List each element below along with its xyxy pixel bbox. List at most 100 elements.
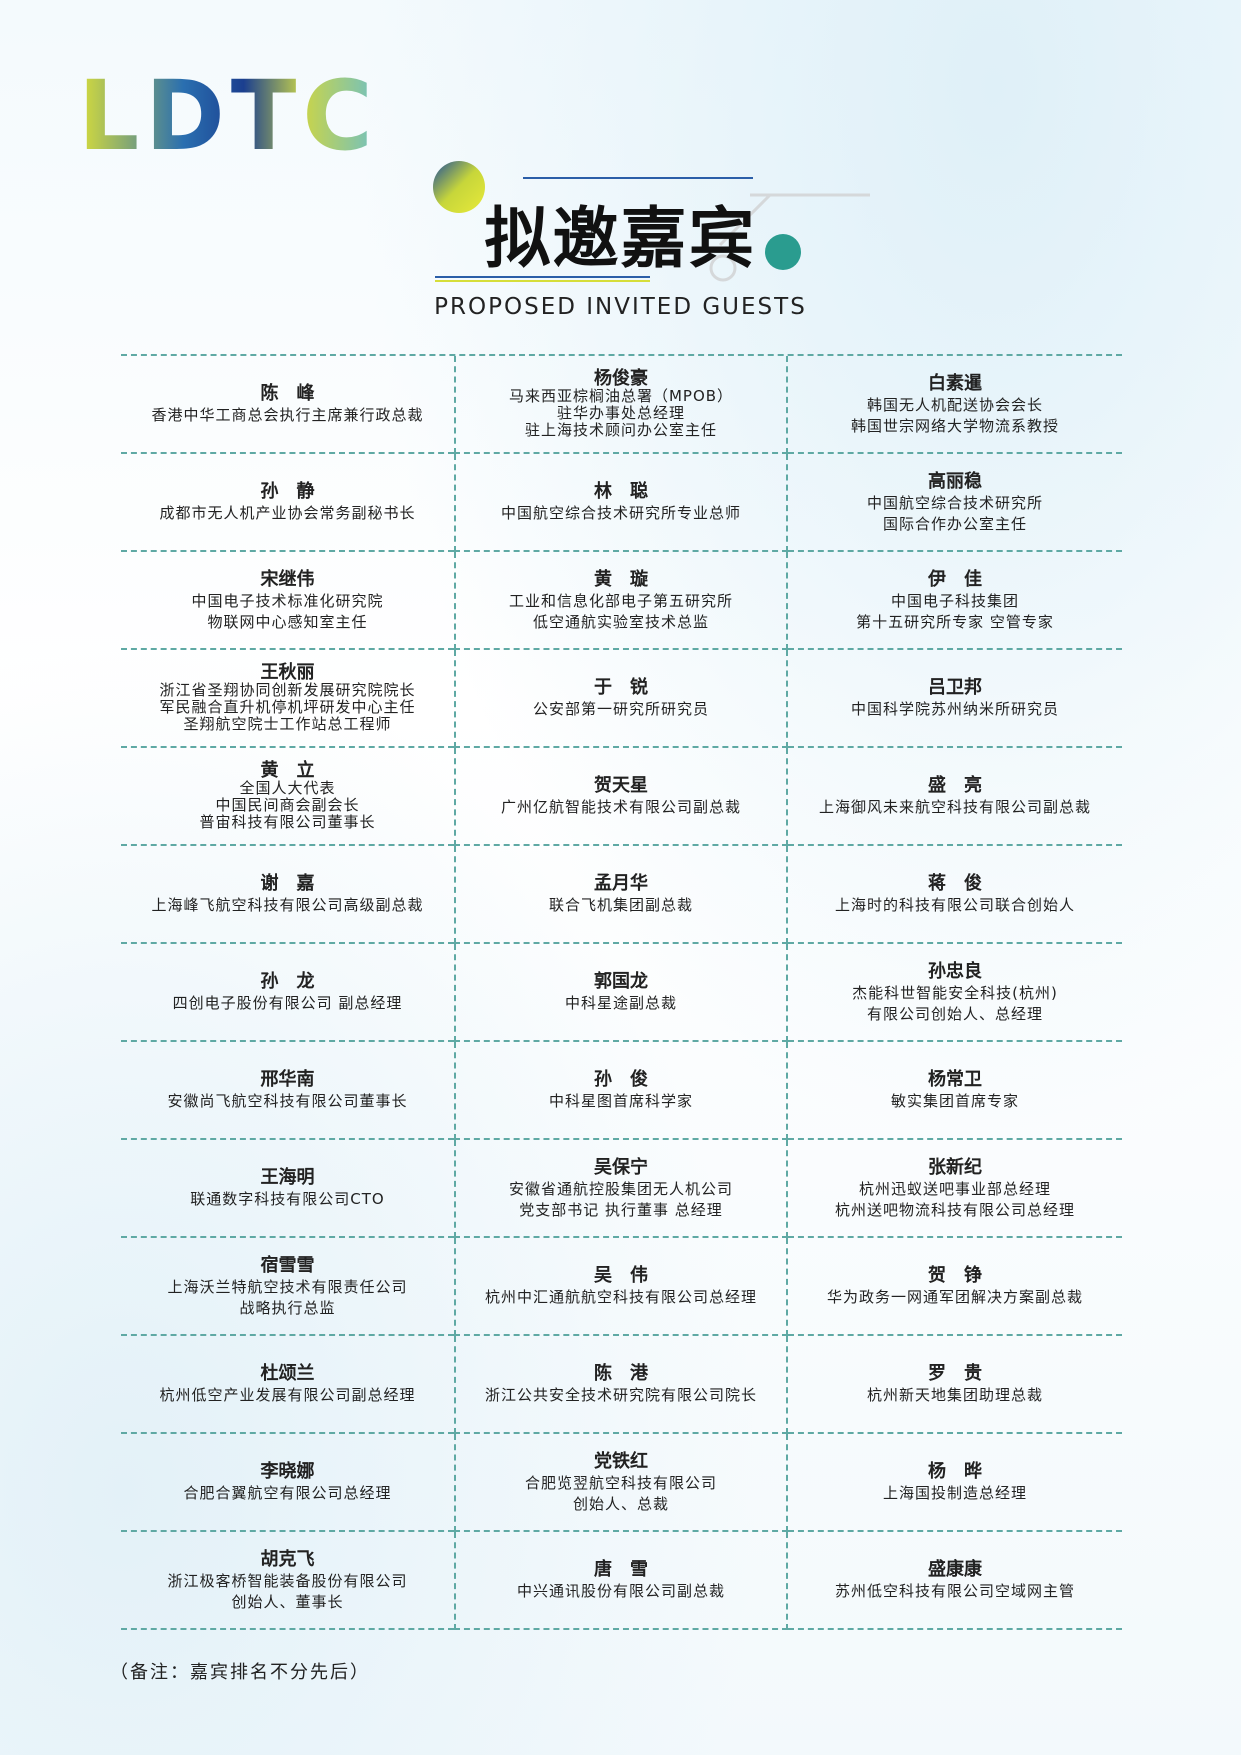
guest-title: 有限公司创始人、总经理: [866, 1004, 1043, 1023]
guest-name: 贺天星: [594, 775, 648, 796]
guest-name: 郭国龙: [594, 971, 648, 992]
guest-title: 战略执行总监: [239, 1298, 336, 1317]
guest-title: 浙江省圣翔协同创新发展研究院院长: [159, 681, 416, 699]
guest-name: 杨俊豪: [594, 368, 648, 389]
guest-title: 安徽省通航控股集团无人机公司: [508, 1179, 733, 1198]
guest-cell: 陈 港浙江公共安全技术研究院有限公司院长: [454, 1336, 788, 1434]
guest-name: 贺 铮: [928, 1265, 982, 1286]
guest-name: 孙 龙: [260, 971, 315, 992]
guest-name: 李晓娜: [260, 1461, 315, 1482]
guest-cell: 吴 伟杭州中汇通航航空科技有限公司总经理: [454, 1238, 788, 1336]
guest-title: 上海沃兰特航空技术有限责任公司: [167, 1277, 408, 1296]
guest-cell: 党铁红 合肥览翌航空科技有限公司 创始人、总裁: [454, 1434, 788, 1532]
guest-name: 孟月华: [594, 873, 648, 894]
guest-cell: 宋继伟 中国电子技术标准化研究院 物联网中心感知室主任: [121, 552, 454, 650]
guest-name: 王海明: [260, 1167, 315, 1188]
guest-table: 陈 峰香港中华工商总会执行主席兼行政总裁 杨俊豪 马来西亚棕榈油总署（MPOB） 驻华…: [121, 354, 1122, 1630]
guest-title: 韩国无人机配送协会会长: [866, 395, 1043, 414]
guest-name: 孙 静: [260, 481, 315, 502]
guest-title: 广州亿航智能技术有限公司副总裁: [500, 798, 741, 816]
guest-name: 盛 亮: [928, 775, 982, 796]
guest-cell: 孙忠良 杰能科世智能安全科技(杭州) 有限公司创始人、总经理: [788, 944, 1122, 1042]
guest-title: 联合飞机集团副总裁: [548, 896, 693, 914]
guest-title: 中国电子科技集团: [890, 591, 1019, 610]
guest-title: 香港中华工商总会执行主席兼行政总裁: [151, 406, 424, 424]
guest-title: 低空通航实验室技术总监: [532, 612, 709, 631]
guest-name: 宿雪雪: [260, 1254, 315, 1276]
guest-cell: 孟月华联合飞机集团副总裁: [454, 846, 788, 944]
guest-name: 陈 峰: [260, 383, 315, 404]
guest-name: 张新纪: [928, 1156, 982, 1178]
guest-name: 蒋 俊: [928, 873, 982, 894]
guest-title: 驻华办事处总经理: [556, 404, 685, 422]
guest-title: 党支部书记 执行董事 总经理: [519, 1200, 723, 1219]
guest-cell: 陈 峰香港中华工商总会执行主席兼行政总裁: [121, 356, 454, 454]
guest-name: 盛康康: [928, 1559, 982, 1580]
guest-cell: 罗 贵杭州新天地集团助理总裁: [788, 1336, 1122, 1434]
guest-title: 成都市无人机产业协会常务副秘书长: [159, 504, 416, 522]
guest-cell: 杜颂兰 杭州低空产业发展有限公司副总经理: [121, 1336, 454, 1434]
guest-title: 华为政务一网通军团解决方案副总裁: [826, 1288, 1083, 1306]
guest-title: 浙江公共安全技术研究院有限公司院长: [484, 1386, 757, 1404]
guest-cell: 唐 雪中兴通讯股份有限公司副总裁: [454, 1532, 788, 1630]
guest-name: 黄 璇: [594, 568, 648, 590]
guest-title: 苏州低空科技有限公司空域网主管: [834, 1582, 1075, 1600]
guest-cell: 郭国龙中科星途副总裁: [454, 944, 788, 1042]
guest-name: 孙 俊: [594, 1069, 648, 1090]
guest-title: 上海时的科技有限公司联合创始人: [834, 896, 1075, 914]
guest-cell: 黄 璇工业和信息化部电子第五研究所 低空通航实验室技术总监: [454, 552, 788, 650]
guest-name: 谢 嘉: [260, 873, 315, 894]
guest-cell: 孙 静成都市无人机产业协会常务副秘书长: [121, 454, 454, 552]
guest-title: 中科星途副总裁: [564, 994, 677, 1012]
guest-title: 驻上海技术顾问办公室主任: [524, 421, 717, 439]
note: （备注：嘉宾排名不分先后）: [110, 1662, 370, 1683]
guest-title: 杭州迅蚁送吧事业部总经理: [858, 1179, 1051, 1198]
guest-cell: 张新纪 杭州迅蚁送吧事业部总经理杭州送吧物流科技有限公司总经理: [788, 1140, 1122, 1238]
guest-title: 浙江极客桥智能装备股份有限公司: [167, 1571, 408, 1590]
guest-title: 上海国投制造总经理: [882, 1484, 1027, 1502]
guest-title: 杭州新天地集团助理总裁: [866, 1386, 1043, 1404]
guest-name: 杜颂兰: [260, 1363, 315, 1384]
guest-title: 杭州送吧物流科技有限公司总经理: [834, 1200, 1075, 1219]
guest-title: 马来西亚棕榈油总署（MPOB）: [508, 387, 734, 405]
guest-name: 吴 伟: [594, 1265, 648, 1286]
guest-name: 于 锐: [594, 677, 648, 698]
guest-name: 杨常卫: [928, 1069, 982, 1090]
title-decoration: [433, 161, 870, 282]
guest-cell: 伊 佳中国电子科技集团第十五研究所专家 空管专家: [788, 552, 1122, 650]
guest-title: 中国航空综合技术研究所专业总师: [500, 504, 741, 522]
guest-cell: 于 锐公安部第一研究所研究员: [454, 650, 788, 748]
guest-cell: 盛 亮上海御风未来航空科技有限公司副总裁: [788, 748, 1122, 846]
guest-title: 工业和信息化部电子第五研究所: [508, 591, 733, 610]
guest-name: 王秋丽: [260, 662, 315, 683]
guest-title: 创始人、总裁: [572, 1494, 669, 1513]
guest-name: 高丽稳: [928, 470, 982, 492]
guest-title: 四创电子股份有限公司 副总经理: [172, 994, 403, 1012]
guest-title: 圣翔航空院士工作站总工程师: [183, 715, 392, 733]
guest-name: 杨 晔: [928, 1461, 982, 1482]
guest-title: 第十五研究所专家 空管专家: [856, 612, 1054, 631]
guest-title: 国际合作办公室主任: [882, 514, 1027, 533]
guest-title: 敏实集团首席专家: [890, 1092, 1019, 1110]
guest-cell: 吴保宁 安徽省通航控股集团无人机公司 党支部书记 执行董事 总经理: [454, 1140, 788, 1238]
guest-title: 全国人大代表: [239, 779, 336, 797]
guest-name: 罗 贵: [928, 1363, 982, 1384]
guest-cell: 胡克飞 浙江极客桥智能装备股份有限公司 创始人、董事长: [121, 1532, 454, 1630]
guest-title: 中科星图首席科学家: [548, 1092, 693, 1110]
guest-title: 中国民间商会副会长: [215, 796, 360, 814]
guest-title: 普宙科技有限公司董事长: [199, 813, 376, 831]
guest-title: 公安部第一研究所研究员: [532, 700, 709, 718]
guest-cell: 白素暹 韩国无人机配送协会会长 韩国世宗网络大学物流系教授: [788, 356, 1122, 454]
guest-title: 上海御风未来航空科技有限公司副总裁: [818, 798, 1091, 816]
guest-cell: 李晓娜 合肥合翼航空有限公司总经理: [121, 1434, 454, 1532]
guest-title: 上海峰飞航空科技有限公司高级副总裁: [151, 896, 424, 914]
guest-name: 陈 港: [594, 1363, 648, 1384]
guest-name: 伊 佳: [928, 568, 982, 590]
guest-title: 中国航空综合技术研究所: [866, 493, 1043, 512]
guest-name: 唐 雪: [594, 1559, 648, 1580]
logo: LDTC: [78, 60, 379, 172]
guest-name: 孙忠良: [928, 960, 982, 982]
guest-cell: 宿雪雪 上海沃兰特航空技术有限责任公司 战略执行总监: [121, 1238, 454, 1336]
guest-title: 物联网中心感知室主任: [207, 612, 368, 631]
